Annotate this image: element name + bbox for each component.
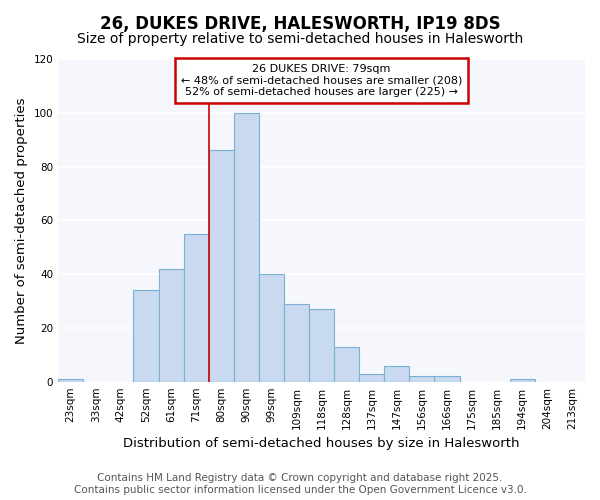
- Y-axis label: Number of semi-detached properties: Number of semi-detached properties: [15, 97, 28, 344]
- Bar: [158, 268, 184, 382]
- Bar: [309, 309, 334, 382]
- Bar: [184, 234, 209, 382]
- Bar: [359, 374, 385, 382]
- Bar: [259, 274, 284, 382]
- Bar: [284, 304, 309, 382]
- Bar: [209, 150, 234, 382]
- Bar: [409, 376, 434, 382]
- Bar: [58, 379, 83, 382]
- Bar: [234, 113, 259, 382]
- X-axis label: Distribution of semi-detached houses by size in Halesworth: Distribution of semi-detached houses by …: [124, 437, 520, 450]
- Bar: [133, 290, 158, 382]
- Text: 26 DUKES DRIVE: 79sqm
← 48% of semi-detached houses are smaller (208)
52% of sem: 26 DUKES DRIVE: 79sqm ← 48% of semi-deta…: [181, 64, 462, 97]
- Bar: [334, 346, 359, 382]
- Text: Size of property relative to semi-detached houses in Halesworth: Size of property relative to semi-detach…: [77, 32, 523, 46]
- Bar: [385, 366, 409, 382]
- Bar: [510, 379, 535, 382]
- Text: Contains HM Land Registry data © Crown copyright and database right 2025.
Contai: Contains HM Land Registry data © Crown c…: [74, 474, 526, 495]
- Text: 26, DUKES DRIVE, HALESWORTH, IP19 8DS: 26, DUKES DRIVE, HALESWORTH, IP19 8DS: [100, 15, 500, 33]
- Bar: [434, 376, 460, 382]
